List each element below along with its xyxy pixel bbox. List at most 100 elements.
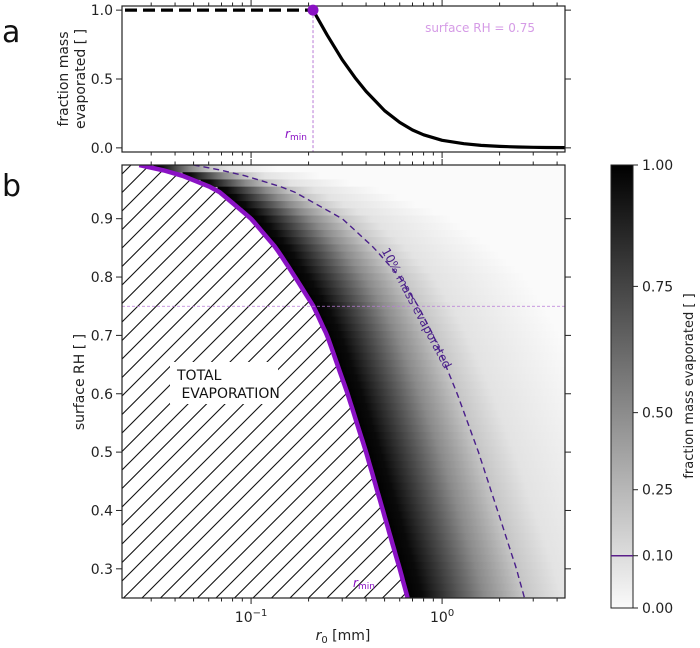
panel-b-rmin-label: rmin	[353, 576, 375, 592]
y-tick-label: 0.5	[91, 72, 113, 88]
colorbar-label: fraction mass evaporated [ ]	[682, 293, 697, 478]
panel-b-ylabel: surface RH [ ]	[72, 334, 88, 430]
heatmap-row	[369, 460, 565, 469]
y-tick-label: 0.3	[91, 562, 113, 578]
heatmap-row	[356, 417, 565, 426]
contour-label-gap	[0, 0, 62, 4]
heatmap-row	[290, 266, 565, 274]
y-tick-label: 0.4	[91, 503, 113, 519]
panel-a-ylabel-line1: fraction mass	[56, 31, 72, 126]
colorbar-tick-label: 0.25	[642, 483, 673, 499]
heatmap-row	[402, 576, 565, 585]
heatmap-row	[400, 569, 565, 577]
rmin-label-sub: min	[290, 133, 307, 143]
y-tick-label: 0.9	[91, 212, 113, 228]
colorbar: 0.00 0.10 0.25 0.50 0.75 1.00 fraction mass e…	[610, 158, 697, 617]
heatmap-row	[331, 345, 565, 354]
rmin-boundary-curve	[138, 165, 410, 598]
heatmap-row	[404, 583, 565, 592]
heatmap-row	[394, 547, 565, 556]
heatmap-row	[358, 424, 565, 433]
colorbar-tick-label: 1.00	[642, 158, 673, 174]
heatmap-row	[371, 468, 565, 476]
heatmap-row	[153, 165, 565, 173]
x-tick-label: 100	[430, 608, 454, 626]
x-tick-label: 10−1	[235, 608, 268, 626]
panel-b-xlabel: r0 [mm]	[316, 628, 371, 646]
colorbar-tick-label: 0.50	[642, 406, 673, 422]
xlabel-sub: 0	[321, 635, 327, 646]
y-tick-label: 0.0	[91, 141, 113, 157]
y-tick-label: 0.6	[91, 387, 113, 403]
rmin-label-sub: min	[358, 582, 375, 592]
colorbar-tick-label: 0.75	[642, 279, 673, 295]
rmin-marker-dot	[307, 4, 319, 16]
y-tick-label: 0.8	[91, 270, 113, 286]
x-tick-label-exponent: −1	[253, 608, 268, 619]
x-tick-label-exponent: 0	[448, 608, 454, 619]
heatmap-row	[396, 554, 565, 563]
panel-a-rmin-label: rmin	[285, 127, 307, 143]
mass-evaporated-curve	[311, 9, 565, 150]
total-evaporation-line2: EVAPORATION	[177, 386, 280, 402]
rmin-label-main: r	[285, 127, 291, 141]
heatmap-row	[339, 367, 565, 375]
heatmap-row	[351, 403, 565, 411]
heatmap-row	[360, 432, 565, 440]
heatmap-row	[406, 590, 565, 598]
heatmap-row	[263, 229, 565, 238]
contour-10pct-line	[193, 165, 526, 598]
heatmap-row	[384, 511, 565, 520]
heatmap-row	[217, 186, 565, 195]
heatmap-row	[329, 338, 565, 347]
heatmap-row	[294, 273, 565, 282]
heatmap-row	[304, 287, 565, 296]
heatmap-row	[326, 330, 565, 339]
colorbar-gradient	[611, 165, 633, 608]
panel-label-b: b	[2, 169, 21, 204]
heatmap-row	[336, 359, 565, 368]
heatmap-row	[308, 294, 565, 303]
total-evaporation-label-bg	[170, 362, 278, 404]
heatmap-row	[392, 540, 565, 549]
heatmap-row	[375, 482, 565, 491]
heatmap-row	[251, 215, 565, 224]
panel-a-ylabel-line2: evaporated [ ]	[73, 29, 89, 129]
x-tick-label-base: 10	[235, 610, 253, 626]
y-tick-label: 0.7	[91, 328, 113, 344]
heatmap-row	[344, 381, 565, 390]
colorbar-frame	[610, 164, 634, 609]
heatmap-row	[377, 489, 565, 498]
total-evaporation-line1: TOTAL	[176, 368, 222, 384]
heatmap-row	[373, 475, 565, 484]
heatmap-row	[388, 525, 565, 534]
heatmap-row	[257, 222, 565, 231]
heatmap-row	[280, 251, 565, 260]
y-tick-label: 0.5	[91, 445, 113, 461]
heatmap-row	[398, 561, 565, 570]
heatmap-row	[182, 172, 565, 181]
heatmap-row	[334, 352, 565, 361]
colorbar-tick-label: 0.00	[642, 601, 673, 617]
heatmap-row	[349, 395, 565, 404]
heatmap-row	[269, 237, 565, 245]
panel-label-a: a	[2, 15, 20, 50]
heatmap-row	[353, 410, 565, 419]
colorbar-tick-label: 0.10	[642, 549, 673, 565]
panel-b-frame	[121, 164, 566, 599]
heatmap-row	[367, 453, 565, 462]
panel-a: 0.0 0.5 1.0 surface RH = 0.75 rmin fractio…	[56, 0, 571, 158]
heatmap-row	[316, 309, 565, 318]
heatmap-row	[276, 244, 565, 253]
heatmap-row	[299, 280, 565, 289]
xlabel-unit: [mm]	[328, 628, 371, 644]
y-tick-label: 1.0	[91, 3, 113, 19]
heatmap-row	[200, 179, 565, 188]
heatmap-row	[319, 316, 565, 325]
xlabel-main: r	[316, 628, 323, 644]
panel-a-ylabel: fraction mass evaporated [ ]	[56, 29, 89, 129]
total-evaporation-label: TOTAL EVAPORATION	[170, 362, 280, 404]
heatmap-row	[341, 374, 565, 383]
